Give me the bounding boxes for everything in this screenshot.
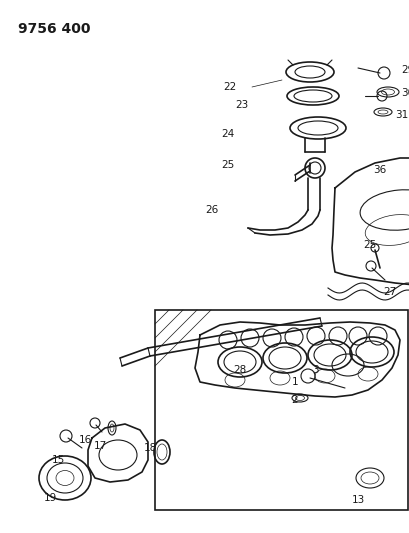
Text: 31: 31 — [394, 110, 408, 120]
Text: 2: 2 — [291, 395, 298, 405]
Text: 23: 23 — [235, 100, 248, 110]
Text: 37: 37 — [407, 95, 409, 105]
Text: 25: 25 — [221, 160, 234, 170]
Text: 29: 29 — [400, 65, 409, 75]
Text: 3: 3 — [311, 365, 317, 375]
Text: 26: 26 — [205, 205, 218, 215]
Text: 13: 13 — [351, 495, 364, 505]
Text: 28: 28 — [233, 365, 246, 375]
Text: 30: 30 — [400, 88, 409, 98]
Text: 1: 1 — [291, 377, 298, 387]
Bar — [155, 310, 407, 510]
Text: 22: 22 — [223, 82, 236, 92]
Text: 15: 15 — [51, 455, 65, 465]
Text: 9756 400: 9756 400 — [18, 22, 90, 36]
Text: 36: 36 — [373, 165, 386, 175]
Text: 24: 24 — [221, 129, 234, 139]
Text: 19: 19 — [43, 493, 56, 503]
Text: 16: 16 — [78, 435, 91, 445]
Text: 27: 27 — [382, 287, 396, 297]
Text: 17: 17 — [93, 441, 106, 451]
Text: 25: 25 — [362, 240, 376, 250]
Text: 18: 18 — [143, 443, 156, 453]
